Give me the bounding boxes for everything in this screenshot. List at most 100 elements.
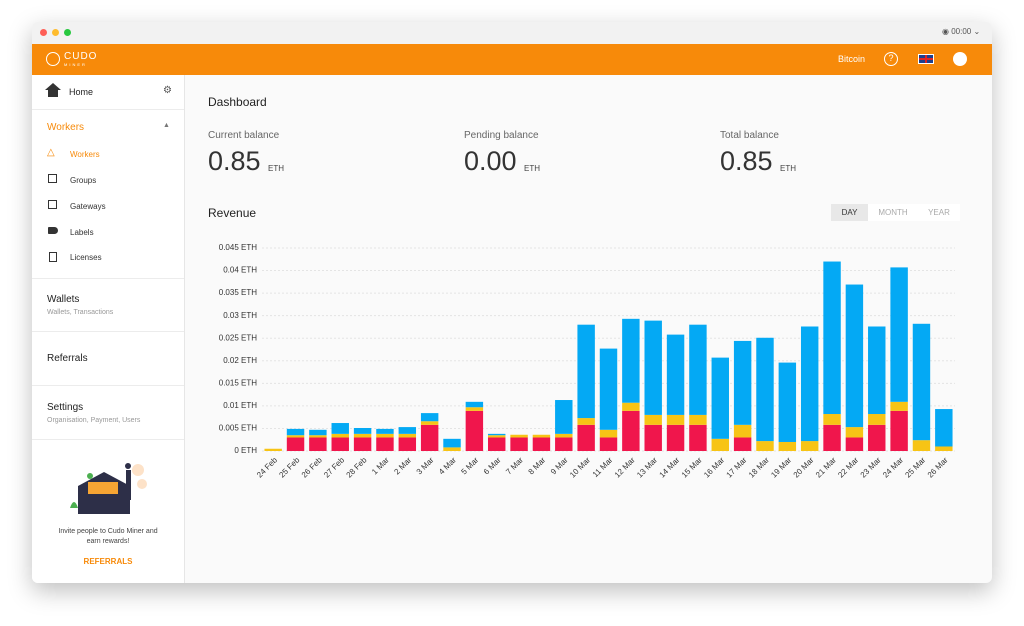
bar-segment	[622, 410, 640, 451]
page-title: Dashboard	[208, 95, 267, 109]
settings-gear[interactable]: ⚙	[163, 85, 172, 96]
bar-segment	[488, 435, 506, 438]
bar-segment	[577, 424, 595, 451]
bar-segment	[353, 427, 372, 434]
nav-workers[interactable]: Workers	[70, 150, 100, 159]
nav-labels[interactable]: Labels	[70, 228, 94, 237]
y-tick-label: 0 ETH	[234, 446, 257, 455]
bar-segment	[912, 323, 931, 441]
settings-subtitle: Organisation, Payment, Users	[47, 417, 141, 424]
bar-segment	[398, 433, 417, 438]
balance-value: 0.85	[720, 146, 773, 176]
bar-segment	[465, 401, 484, 408]
bar-segment	[331, 437, 349, 451]
x-tick-label: 3 Mar	[415, 455, 436, 476]
logo-text: CUDO	[64, 51, 98, 62]
bar-segment	[309, 429, 327, 436]
help-icon[interactable]: ?	[884, 52, 898, 66]
bar-segment	[398, 437, 417, 451]
y-tick-label: 0.01 ETH	[223, 401, 257, 410]
bar-segment	[666, 334, 685, 415]
clock[interactable]: ◉ 00:00 ⌄	[942, 27, 981, 36]
bar-segment	[845, 284, 864, 428]
wallets-subtitle: Wallets, Transactions	[47, 309, 114, 316]
bar-segment	[823, 424, 841, 451]
x-tick-label: 20 Mar	[792, 455, 816, 479]
nav-referrals[interactable]: Referrals	[47, 353, 88, 364]
bar-segment	[823, 414, 841, 425]
referrals-link[interactable]: REFERRALS	[83, 557, 133, 566]
nav-wallets[interactable]: Wallets	[47, 294, 80, 305]
x-tick-label: 16 Mar	[702, 455, 726, 479]
x-tick-label: 15 Mar	[680, 455, 704, 479]
bar-segment	[488, 433, 506, 436]
x-tick-label: 13 Mar	[635, 455, 659, 479]
bar-segment	[465, 407, 484, 411]
bar-segment	[555, 400, 573, 434]
bar-segment	[398, 427, 417, 434]
x-tick-label: 24 Mar	[881, 455, 905, 479]
tab-month[interactable]: MONTH	[878, 208, 908, 217]
x-tick-label: 28 Feb	[345, 455, 369, 479]
bar-segment	[532, 434, 551, 438]
currency-selector[interactable]: Bitcoin	[838, 54, 866, 64]
y-tick-label: 0.005 ETH	[219, 424, 257, 433]
nav-gateways[interactable]: Gateways	[70, 202, 106, 211]
minimize-button[interactable]	[52, 29, 59, 36]
account-icon[interactable]	[953, 52, 967, 66]
bar-segment	[890, 267, 908, 402]
divider	[32, 109, 184, 110]
nav-licenses[interactable]: Licenses	[70, 253, 102, 262]
licenses-icon	[49, 252, 57, 262]
bar-segment	[443, 438, 461, 448]
bar-segment	[577, 324, 595, 419]
close-button[interactable]	[40, 29, 47, 36]
x-tick-label: 5 Mar	[459, 455, 480, 476]
divider	[32, 331, 184, 332]
x-tick-label: 26 Feb	[300, 455, 324, 479]
bar-segment	[756, 441, 774, 451]
bar-segment	[510, 434, 528, 438]
divider	[32, 278, 184, 279]
clock-text: 00:00	[951, 27, 972, 36]
bar-segment	[622, 318, 640, 403]
x-tick-label: 6 Mar	[482, 455, 503, 476]
bar-segment	[309, 437, 327, 451]
bar-segment	[666, 414, 685, 425]
bar-segment	[420, 424, 439, 451]
bar-segment	[376, 433, 394, 438]
labels-icon	[48, 227, 58, 234]
bar-segment	[644, 320, 662, 415]
nav-settings[interactable]: Settings	[47, 402, 84, 413]
range-tabs: DAY MONTH YEAR	[831, 204, 960, 221]
balance-unit: ETH	[780, 164, 796, 173]
nav-home[interactable]: Home	[69, 87, 94, 97]
balance-value: 0.00	[464, 146, 517, 176]
collapse-arrow[interactable]: ▲	[163, 122, 170, 129]
tab-day[interactable]: DAY	[831, 204, 868, 221]
bar-segment	[353, 433, 372, 438]
bar-segment	[778, 362, 797, 442]
x-tick-label: 14 Mar	[657, 455, 681, 479]
revenue-title: Revenue	[208, 206, 257, 220]
bar-segment	[868, 414, 886, 425]
maximize-button[interactable]	[64, 29, 71, 36]
bar-segment	[376, 428, 394, 434]
bar-segment	[711, 438, 729, 451]
bar-segment	[935, 409, 953, 447]
language-flag[interactable]	[918, 54, 934, 64]
x-tick-label: 7 Mar	[504, 455, 525, 476]
x-tick-label: 19 Mar	[769, 455, 793, 479]
invite-text: Invite people to Cudo Miner and earn rew…	[58, 528, 158, 545]
bar-segment	[733, 437, 752, 451]
nav-groups[interactable]: Groups	[70, 176, 97, 185]
bar-segment	[756, 337, 774, 442]
bar-segment	[800, 441, 819, 451]
tab-year[interactable]: YEAR	[928, 208, 950, 217]
y-tick-label: 0.03 ETH	[223, 311, 257, 320]
balance-label: Total balance	[720, 130, 779, 141]
home-icon	[45, 83, 61, 97]
nav-workers-section[interactable]: Workers	[47, 122, 85, 133]
bar-segment	[689, 424, 707, 451]
